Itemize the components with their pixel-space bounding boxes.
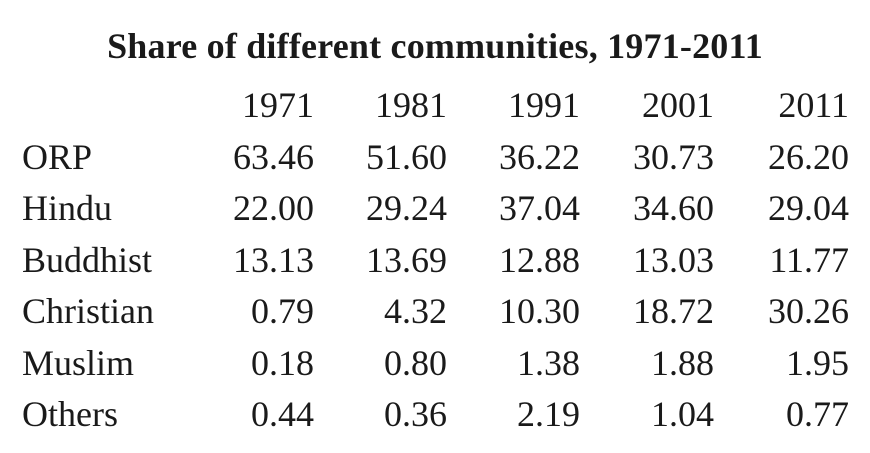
table-cell: 63.46 [233,136,314,177]
table-cell: 0.77 [786,394,849,434]
table-row: Others 0.44 0.36 2.19 1.04 0.77 [22,389,849,441]
community-share-table: 1971 1981 1991 2001 2011 ORP 63.46 51.60… [22,80,849,441]
table-cell: 13.03 [633,239,714,280]
table-cell: 22.00 [233,188,314,228]
row-label: Christian [22,291,154,331]
table-cell: 51.60 [366,136,447,177]
table-cell: 1.04 [651,394,714,434]
table-cell: 0.18 [251,342,314,383]
header-row: 1971 1981 1991 2001 2011 [22,80,849,132]
table-cell: 1.88 [651,342,714,383]
table-cell: 1.38 [517,342,580,383]
table-cell: 0.44 [251,394,314,434]
table-row: Christian 0.79 4.32 10.30 18.72 30.26 [22,286,849,338]
table-cell: 10.30 [499,291,580,331]
table-cell: 36.22 [499,136,580,177]
table-cell: 0.36 [384,394,447,434]
table-cell: 2.19 [517,394,580,434]
table-cell: 0.80 [384,342,447,383]
column-header-year: 1981 [375,85,447,125]
table-cell: 13.69 [366,239,447,280]
column-header-year: 2001 [642,85,714,125]
table-cell: 1.95 [786,342,849,383]
table-cell: 29.24 [366,188,447,228]
table-cell: 11.77 [769,239,849,280]
row-label: Muslim [22,342,135,383]
column-header-year: 1991 [508,85,580,125]
table-cell: 30.26 [768,291,849,331]
header-corner [22,80,204,132]
table-cell: 4.32 [384,291,447,331]
table-row: Buddhist 13.13 13.69 12.88 13.03 11.77 [22,235,849,287]
table-cell: 12.88 [499,239,580,280]
row-label: Others [22,394,118,434]
table-cell: 37.04 [499,188,580,228]
table-title: Share of different communities, 1971-201… [107,26,763,66]
column-header-year: 2011 [778,85,849,125]
table-row: Hindu 22.00 29.24 37.04 34.60 29.04 [22,183,849,235]
row-label: ORP [22,136,93,177]
table-cell: 34.60 [633,188,714,228]
table-row: Muslim 0.18 0.80 1.38 1.88 1.95 [22,338,849,390]
table-row: ORP 63.46 51.60 36.22 30.73 26.20 [22,132,849,184]
table-cell: 26.20 [768,136,849,177]
column-header-year: 1971 [242,85,314,125]
table-cell: 18.72 [633,291,714,331]
row-label: Hindu [22,188,112,228]
row-label: Buddhist [22,239,153,280]
table-cell: 29.04 [768,188,849,228]
table-cell: 0.79 [251,291,314,331]
table-cell: 13.13 [233,239,314,280]
table-cell: 30.73 [633,136,714,177]
